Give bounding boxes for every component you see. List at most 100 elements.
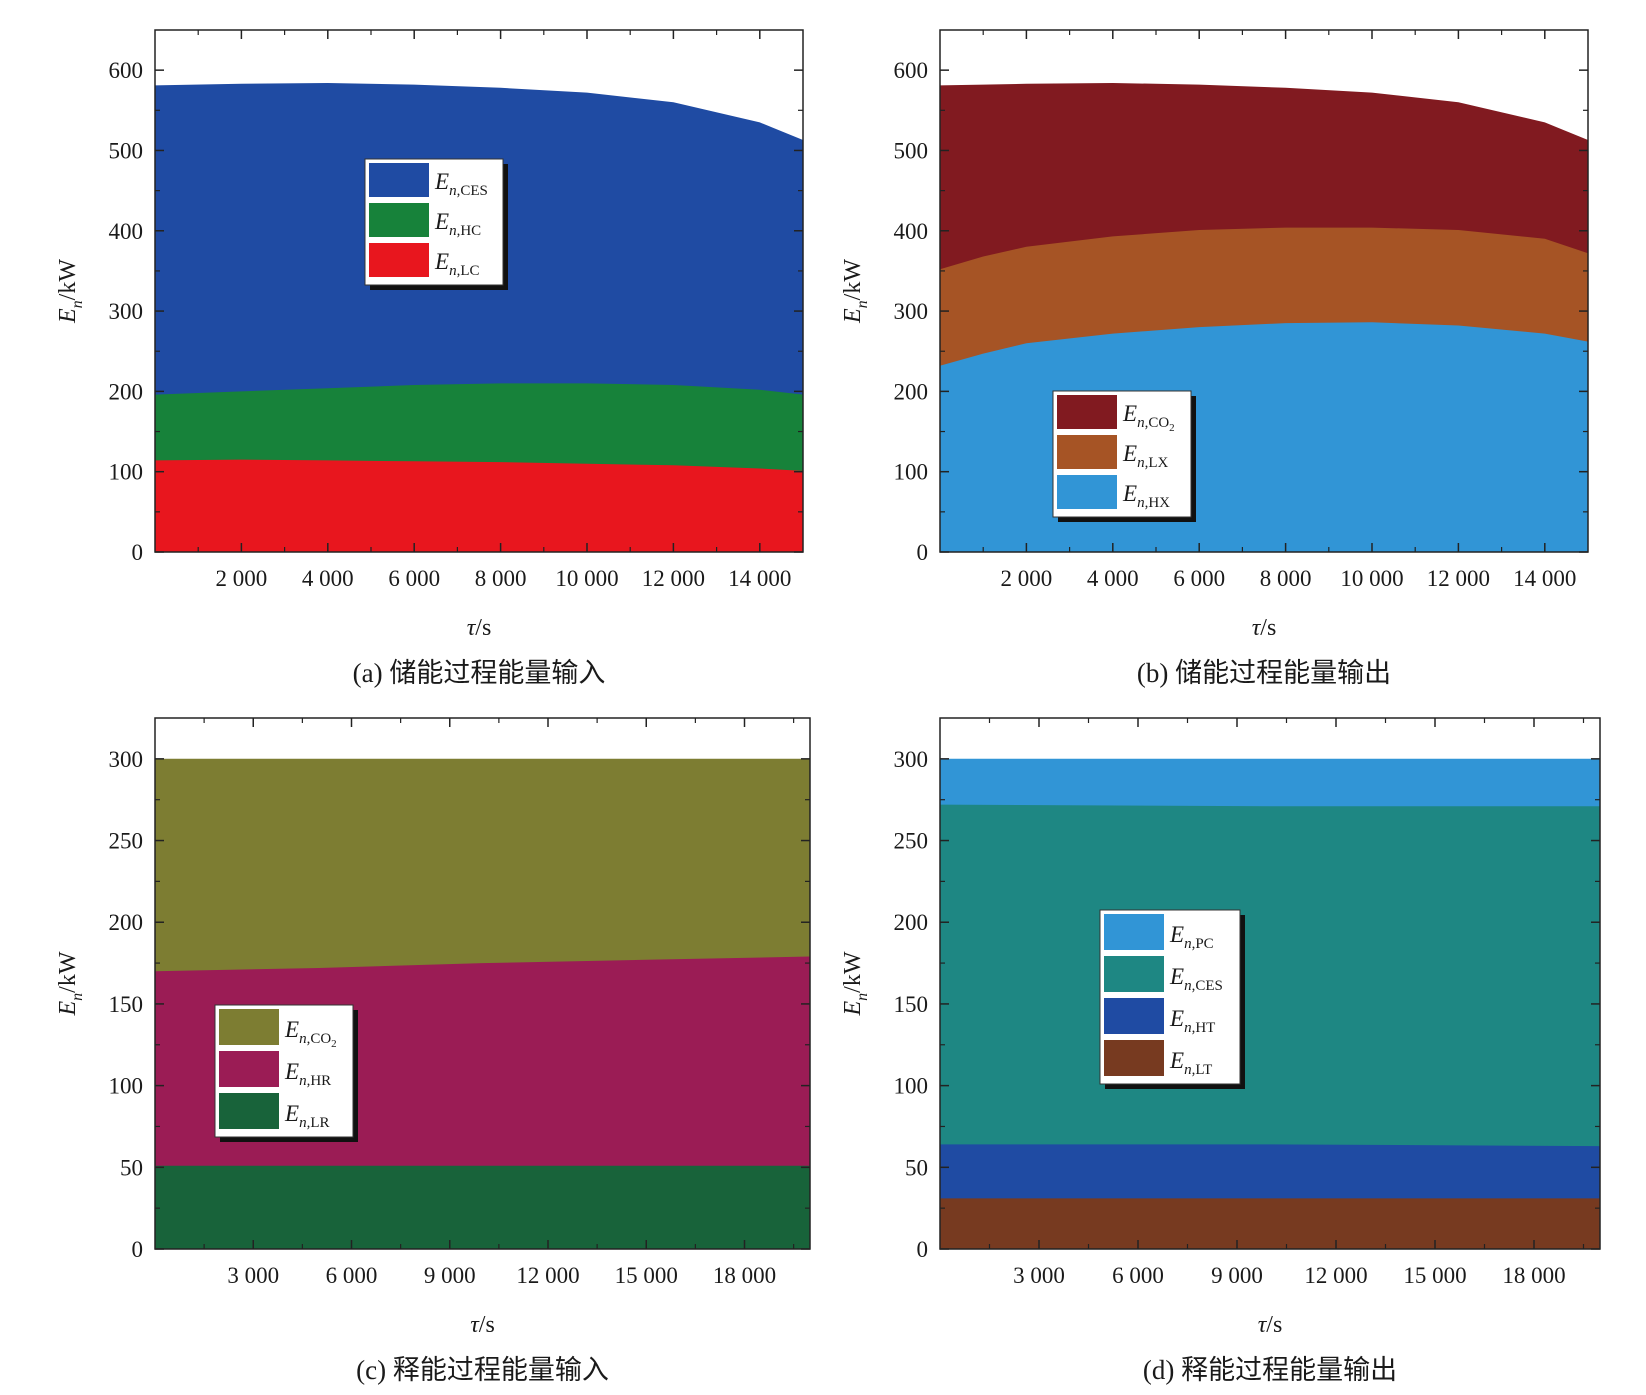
y-tick-label: 600 [109,58,144,83]
x-tick-label: 2 000 [216,566,268,591]
y-tick-label: 200 [109,379,144,404]
x-axis-label: τ/s [467,615,492,641]
legend-swatch [1104,998,1164,1034]
plot-frame [939,29,1589,553]
y-tick-label: 600 [894,58,929,83]
x-tick-label: 10 000 [555,566,618,591]
x-tick-label: 6 000 [1173,566,1225,591]
y-tick-label: 400 [894,219,929,244]
legend: En,CO2 En,LX En,HX [1052,390,1196,522]
x-tick-label: 4 000 [302,566,354,591]
legend-label: En,CO2 [284,1017,337,1050]
y-tick-label: 150 [109,992,144,1017]
y-tick-label: 300 [894,299,929,324]
y-tick-label: 250 [894,829,929,854]
x-tick-label: 12 000 [1304,1263,1367,1288]
x-tick-label: 14 000 [728,566,791,591]
x-axis-label: τ/s [470,1312,495,1338]
y-tick-label: 500 [894,138,929,163]
x-tick-label: 9 000 [1211,1263,1263,1288]
y-tick-label: 0 [917,540,929,565]
y-axis-label: En/kW [840,951,871,1016]
legend-label: En,LR [284,1101,329,1131]
y-tick-label: 200 [894,910,929,935]
y-tick-label: 50 [905,1155,928,1180]
y-tick-label: 100 [109,1074,144,1099]
chart-panel-a: 0 100 200 300 400 500 600 2 000 4 000 6 000 8 000 1… [55,29,804,688]
x-tick-label: 18 000 [713,1263,776,1288]
x-axis-label: τ/s [1252,615,1277,641]
legend-label: En,LC [434,249,479,279]
x-tick-label: 15 000 [615,1263,678,1288]
legend-swatch [219,1093,279,1129]
x-tick-label: 8 000 [1260,566,1312,591]
y-tick-label: 100 [109,460,144,485]
y-axis-label: En/kW [840,259,871,324]
legend-label: En,HC [434,209,481,239]
y-tick-label: 0 [132,540,144,565]
legend: En,PC En,CES En,HT En,LT [1099,909,1245,1089]
x-tick-label: 12 000 [642,566,705,591]
chart-panel-d: 0 50 100 150 200 250 300 3 000 6 000 9 000 12 000 1… [840,717,1601,1385]
legend-swatch [1057,475,1117,509]
y-axis-label: En/kW [55,951,86,1016]
legend-label: En,LX [1122,441,1168,471]
chart-panel-c: 0 50 100 150 200 250 300 3 000 6 000 9 000 12 000 1… [55,717,811,1385]
legend-swatch [369,203,429,237]
y-tick-label: 300 [894,747,929,772]
y-tick-label: 0 [917,1237,929,1262]
legend-label: En,CES [434,169,488,199]
x-tick-label: 18 000 [1502,1263,1565,1288]
plot-frame [154,29,804,553]
x-tick-label: 2 000 [1001,566,1053,591]
legend-label: En,HR [284,1059,331,1089]
area-series-n-lt [940,1198,1600,1249]
legend-swatch [1104,956,1164,992]
legend-label: En,PC [1169,922,1214,952]
chart-panel-b: 0 100 200 300 400 500 600 2 000 4 000 6 000 8 000 1… [840,29,1589,688]
y-tick-label: 500 [109,138,144,163]
legend-swatch [1057,395,1117,429]
y-axis-label: En/kW [55,259,86,324]
y-tick-label: 0 [132,1237,144,1262]
x-tick-label: 3 000 [227,1263,279,1288]
x-tick-label: 12 000 [516,1263,579,1288]
y-tick-label: 100 [894,1074,929,1099]
legend-label: En,HT [1169,1006,1215,1036]
legend: En,CES En,HC En,LC [364,158,508,290]
legend-swatch [219,1051,279,1087]
y-tick-label: 300 [109,747,144,772]
y-tick-label: 200 [109,910,144,935]
legend-swatch [1104,914,1164,950]
area-series-n-lr [155,1165,810,1249]
legend-swatch [1057,435,1117,469]
x-tick-label: 14 000 [1513,566,1576,591]
y-tick-label: 100 [894,460,929,485]
panel-caption: (b) 储能过程能量输出 [1137,658,1391,688]
legend-label: En,CES [1169,964,1223,994]
legend-swatch [219,1009,279,1045]
x-tick-label: 6 000 [1112,1263,1164,1288]
panel-caption: (d) 释能过程能量输出 [1143,1355,1397,1385]
y-tick-label: 200 [894,379,929,404]
legend-label: En,CO2 [1122,401,1175,434]
panel-caption: (c) 释能过程能量输入 [356,1355,609,1385]
legend-swatch [369,243,429,277]
legend-label: En,LT [1169,1048,1212,1078]
plot-frame [154,717,811,1250]
y-tick-label: 400 [109,219,144,244]
x-tick-label: 9 000 [424,1263,476,1288]
panel-caption: (a) 储能过程能量输入 [353,658,606,688]
plot-frame [939,717,1601,1250]
x-tick-label: 10 000 [1340,566,1403,591]
legend-label: En,HX [1122,481,1170,511]
x-tick-label: 6 000 [326,1263,378,1288]
x-tick-label: 15 000 [1403,1263,1466,1288]
y-tick-label: 300 [109,299,144,324]
x-tick-label: 8 000 [475,566,527,591]
legend: En,CO2 En,HR En,LR [214,1004,358,1142]
y-tick-label: 50 [120,1155,143,1180]
x-axis-label: τ/s [1258,1312,1283,1338]
x-tick-label: 12 000 [1427,566,1490,591]
